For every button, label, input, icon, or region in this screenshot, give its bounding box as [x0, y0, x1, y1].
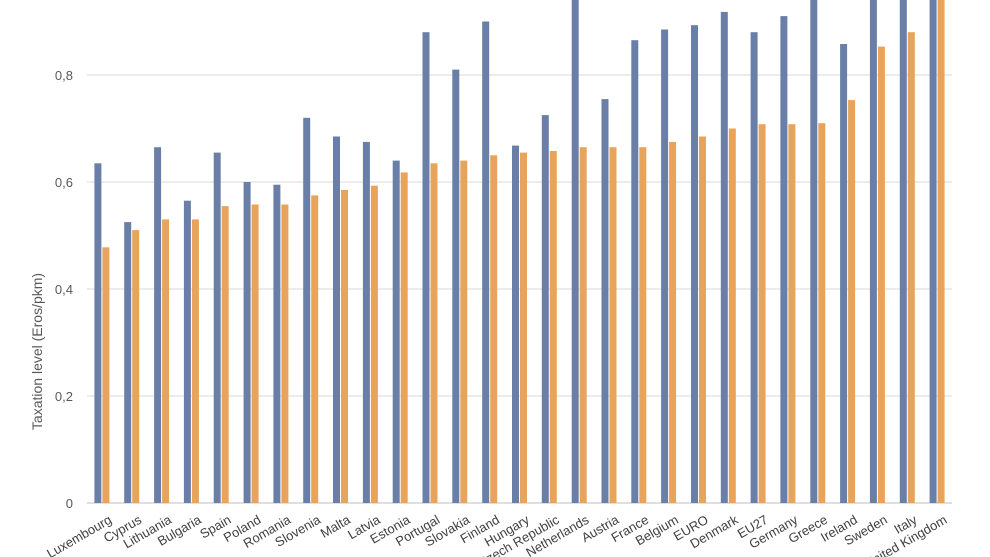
bar-series2-luxembourg [102, 247, 110, 503]
bar-series1-eu27 [750, 32, 758, 503]
bar-series2-bulgaria [191, 219, 199, 503]
bar-series1-estonia [392, 160, 400, 503]
bar-series1-bulgaria [183, 200, 191, 503]
bar-series2-czech-republic [549, 151, 557, 503]
bar-series1-slovenia [303, 117, 311, 504]
bar-series1-finland [482, 21, 490, 503]
bar-series2-malta [341, 190, 348, 503]
bar-series1-euro [691, 25, 698, 503]
bar-series1-greece [810, 0, 818, 503]
bar-series2-cyprus [132, 230, 140, 503]
bar-series2-italy [907, 32, 915, 503]
bar-series2-romania [281, 204, 289, 503]
bar-series1-ireland [840, 44, 848, 503]
y-tick-labels: 0 0,2 0,4 0,6 0,8 [55, 68, 73, 511]
bar-series2-greece [818, 123, 826, 503]
bar-series2-germany [788, 124, 796, 503]
bar-series2-netherlands [579, 147, 587, 503]
bar-series1-cyprus [124, 222, 132, 503]
bar-series2-austria [609, 147, 617, 503]
y-axis-label: Taxation level (Eros/pkm) [29, 273, 45, 430]
bar-series1-hungary [512, 145, 519, 503]
bar-series1-slovakia [452, 69, 460, 503]
bar-series1-italy [899, 0, 907, 503]
bar-series1-latvia [362, 141, 370, 503]
bar-series2-poland [251, 204, 259, 503]
bar-series2-slovenia [311, 195, 319, 503]
bar-series1-luxembourg [94, 163, 102, 504]
bar-series2-hungary [520, 152, 527, 503]
bar-series1-romania [273, 184, 281, 503]
bar-series2-finland [490, 155, 498, 504]
y-tick-label: 0,6 [55, 175, 73, 190]
bar-series1-united-kingdom [929, 0, 937, 503]
bar-series2-lithuania [162, 219, 170, 503]
bar-series1-czech-republic [541, 115, 549, 503]
y-tick-label: 0 [66, 496, 73, 511]
bar-series1-malta [333, 136, 340, 503]
bar-series1-lithuania [154, 147, 162, 503]
bar-series2-slovakia [460, 160, 468, 503]
bar-series1-belgium [661, 29, 669, 503]
bar-series1-spain [213, 152, 221, 503]
bar-series2-spain [221, 206, 229, 503]
category-labels: LuxembourgCyprusLithuaniaBulgariaSpainPo… [44, 512, 949, 557]
bar-series1-poland [243, 182, 251, 503]
bar-series2-eu27 [758, 124, 766, 503]
bar-series1-portugal [422, 32, 430, 503]
bar-series2-belgium [669, 141, 677, 503]
bar-series1-germany [780, 16, 788, 503]
bar-series2-denmark [728, 128, 736, 503]
bar-series2-france [639, 147, 647, 503]
bar-series2-latvia [370, 185, 378, 503]
bar-series2-estonia [400, 172, 408, 503]
bar-series1-denmark [720, 11, 728, 504]
gridlines [87, 74, 952, 504]
bars [94, 0, 945, 504]
bar-series1-sweden [869, 0, 877, 503]
y-tick-label: 0,4 [55, 282, 73, 297]
bar-series2-sweden [877, 46, 885, 503]
bar-series2-portugal [430, 163, 438, 504]
bar-series2-euro [699, 136, 706, 503]
bar-series1-austria [601, 99, 609, 503]
bar-series1-france [631, 40, 639, 503]
y-tick-label: 0,2 [55, 389, 73, 404]
bar-series1-netherlands [571, 0, 579, 503]
bar-series2-united-kingdom [937, 0, 945, 503]
y-tick-label: 0,8 [55, 68, 73, 83]
bar-series2-ireland [848, 100, 856, 503]
